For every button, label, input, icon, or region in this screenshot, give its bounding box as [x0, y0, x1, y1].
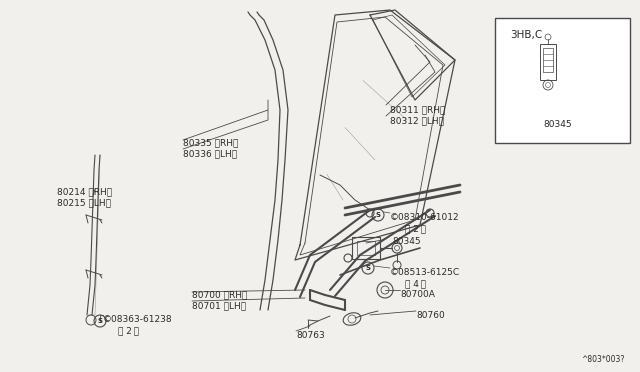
Text: 80311 〈RH〉: 80311 〈RH〉 — [390, 105, 445, 114]
Text: 80214 〈RH〉: 80214 〈RH〉 — [57, 187, 112, 196]
Text: 80760: 80760 — [416, 311, 445, 320]
Text: 80700 〈RH〉: 80700 〈RH〉 — [192, 290, 248, 299]
Text: ^803*003?: ^803*003? — [582, 355, 625, 364]
Text: 80345: 80345 — [544, 120, 572, 129]
Text: ©08310-61012: ©08310-61012 — [390, 213, 460, 222]
Text: 80700A: 80700A — [400, 290, 435, 299]
Text: 80336 〈LH〉: 80336 〈LH〉 — [183, 149, 237, 158]
Text: S: S — [97, 318, 102, 324]
Bar — [543, 48, 553, 72]
Bar — [357, 241, 375, 255]
Text: S: S — [365, 265, 371, 271]
Text: 80763: 80763 — [296, 331, 324, 340]
Text: 80312 〈LH〉: 80312 〈LH〉 — [390, 116, 444, 125]
Text: 3HB,C: 3HB,C — [510, 30, 542, 40]
Text: 〈 2 〉: 〈 2 〉 — [405, 224, 426, 233]
Text: ©08513-6125C: ©08513-6125C — [390, 268, 460, 277]
Text: 〈 2 〉: 〈 2 〉 — [118, 326, 139, 335]
Bar — [352, 237, 380, 259]
Bar — [540, 44, 556, 80]
Text: S: S — [376, 212, 381, 218]
Text: ©08363-61238: ©08363-61238 — [103, 315, 173, 324]
Text: 〈 4 〉: 〈 4 〉 — [405, 279, 426, 288]
Bar — [495, 18, 630, 143]
Text: 80215 〈LH〉: 80215 〈LH〉 — [57, 198, 111, 207]
Text: 80701 〈LH〉: 80701 〈LH〉 — [192, 301, 246, 310]
Text: 80345: 80345 — [392, 237, 420, 246]
Text: 80335 〈RH〉: 80335 〈RH〉 — [183, 138, 238, 147]
